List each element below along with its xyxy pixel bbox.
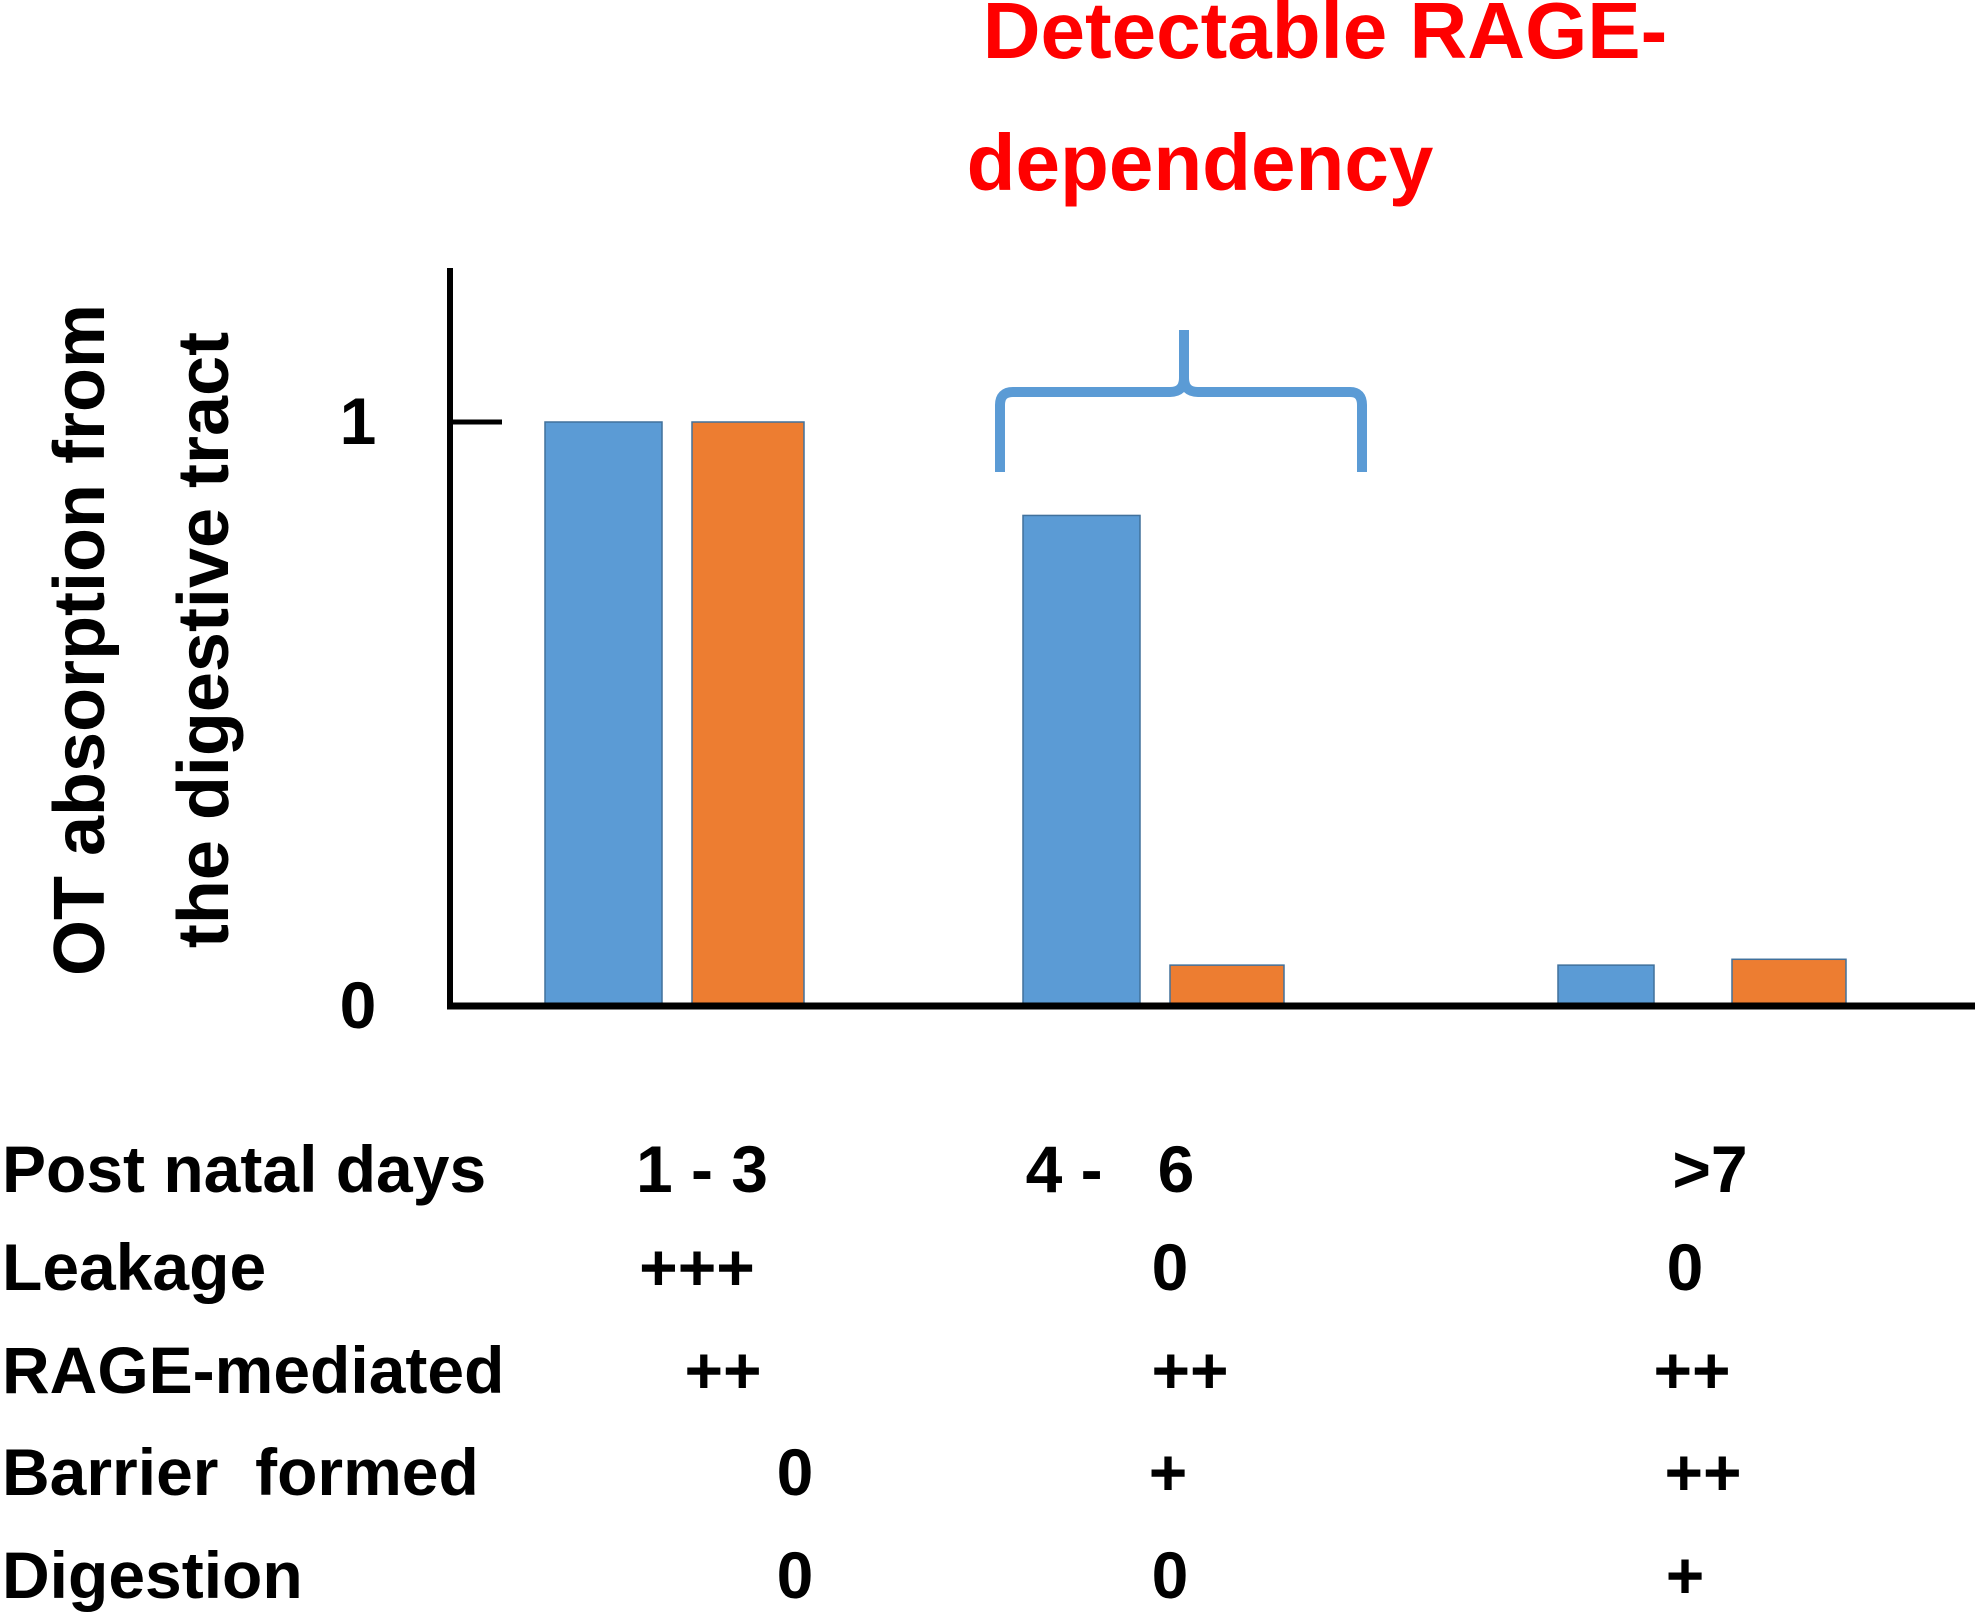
bar-group bbox=[544, 421, 1847, 1007]
y-tick-label-0: 0 bbox=[340, 968, 377, 1042]
table-cell-leakage-2: 0 bbox=[1152, 1230, 1189, 1304]
table-header-value-3: >7 bbox=[1672, 1132, 1747, 1206]
bar-series-1-1 bbox=[544, 421, 663, 1007]
y-axis-title-line-2: the digestive tract bbox=[164, 332, 244, 948]
bar-series-1-3 bbox=[1557, 964, 1655, 1007]
annotation-bracket bbox=[995, 330, 1367, 472]
table-row-label-leakage: Leakage bbox=[2, 1230, 266, 1304]
table-cell-leakage-1: +++ bbox=[639, 1230, 755, 1304]
table-row-label-digestion: Digestion bbox=[2, 1538, 303, 1612]
bar-series-2-3 bbox=[1731, 958, 1847, 1007]
table-row-label-barrier-formed: Barrier formed bbox=[2, 1435, 479, 1509]
bar-series-2-2 bbox=[1169, 964, 1285, 1007]
bar-series-2-1 bbox=[691, 421, 805, 1007]
table-cell-barrier-formed-3: ++ bbox=[1664, 1435, 1741, 1509]
table-cell-digestion-1: 0 bbox=[777, 1538, 814, 1612]
y-axis-title-line-1: OT absorption from bbox=[40, 304, 120, 976]
table-cell-digestion-2: 0 bbox=[1152, 1538, 1189, 1612]
table-cell-barrier-formed-1: 0 bbox=[777, 1435, 814, 1509]
table-cell-rage-mediated-2: ++ bbox=[1151, 1333, 1228, 1407]
table-cell-rage-mediated-3: ++ bbox=[1653, 1333, 1730, 1407]
table-cell-leakage-3: 0 bbox=[1667, 1230, 1704, 1304]
table-header-value-1: 1 - 3 bbox=[636, 1132, 768, 1206]
bar-series-1-2 bbox=[1022, 514, 1141, 1007]
table-cell-digestion-3: + bbox=[1666, 1538, 1705, 1612]
table-cell-barrier-formed-2: + bbox=[1149, 1435, 1188, 1509]
table-cell-rage-mediated-1: ++ bbox=[684, 1333, 761, 1407]
table-header-label: Post natal days bbox=[2, 1132, 486, 1206]
y-tick-label-1: 1 bbox=[340, 384, 377, 458]
table-header-value-2: 4 - 6 bbox=[1026, 1132, 1195, 1206]
annotation-title-line-1: Detectable RAGE- bbox=[983, 0, 1668, 75]
table-row-label-rage-mediated: RAGE-mediated bbox=[2, 1333, 504, 1407]
annotation-title-line-2: dependency bbox=[967, 118, 1434, 207]
